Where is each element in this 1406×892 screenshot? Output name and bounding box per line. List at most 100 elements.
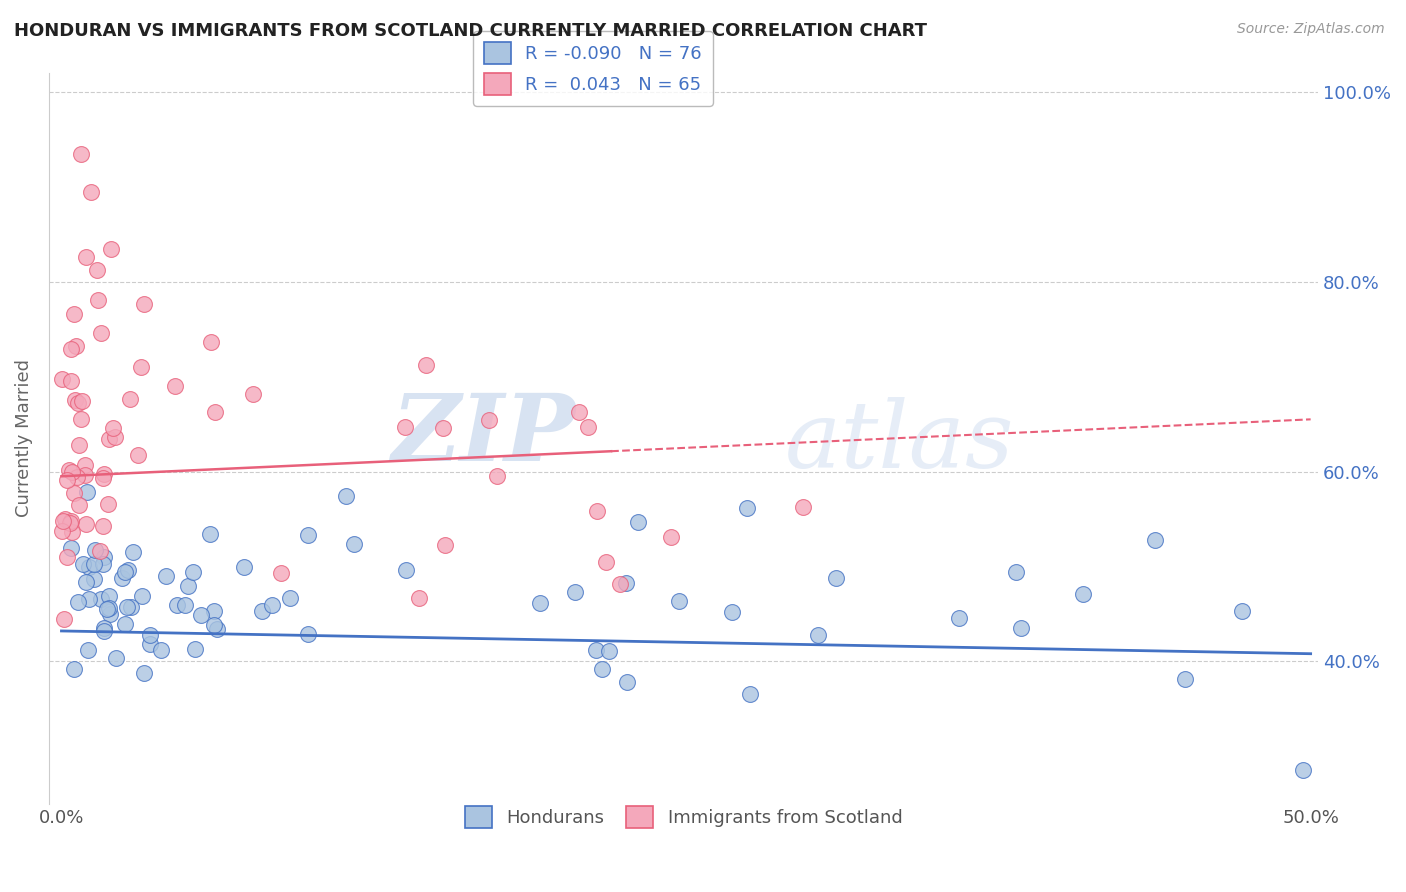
- Point: [661, 530, 683, 544]
- Point: [1174, 672, 1197, 686]
- Point: [90, 592, 112, 607]
- Point: [91, 471, 114, 485]
- Point: [609, 577, 631, 591]
- Legend: Hondurans, Immigrants from Scotland: Hondurans, Immigrants from Scotland: [457, 798, 910, 835]
- Text: Source: ZipAtlas.com: Source: ZipAtlas.com: [1237, 22, 1385, 37]
- Point: [591, 662, 613, 676]
- Point: [97, 601, 120, 615]
- Point: [627, 515, 650, 529]
- Point: [343, 537, 366, 551]
- Point: [139, 637, 162, 651]
- Point: [564, 585, 586, 599]
- Point: [568, 405, 591, 419]
- Y-axis label: Currently Married: Currently Married: [15, 359, 32, 517]
- Point: [149, 643, 172, 657]
- Point: [96, 602, 118, 616]
- Point: [1144, 533, 1167, 548]
- Point: [59, 342, 82, 356]
- Point: [59, 514, 82, 528]
- Point: [51, 524, 73, 538]
- Point: [132, 666, 155, 681]
- Point: [115, 599, 138, 614]
- Point: [66, 470, 89, 484]
- Point: [394, 419, 416, 434]
- Point: [65, 339, 87, 353]
- Point: [70, 393, 93, 408]
- Point: [59, 541, 82, 555]
- Point: [80, 185, 103, 199]
- Point: [122, 545, 145, 559]
- Point: [93, 624, 115, 638]
- Point: [198, 526, 221, 541]
- Point: [70, 146, 93, 161]
- Point: [67, 594, 90, 608]
- Point: [127, 448, 149, 462]
- Point: [1010, 621, 1032, 635]
- Point: [1230, 605, 1253, 619]
- Point: [67, 498, 90, 512]
- Point: [97, 432, 120, 446]
- Point: [415, 358, 437, 372]
- Point: [96, 497, 118, 511]
- Point: [129, 359, 152, 374]
- Point: [63, 307, 86, 321]
- Point: [270, 566, 292, 581]
- Point: [103, 430, 125, 444]
- Point: [56, 549, 79, 564]
- Point: [177, 579, 200, 593]
- Point: [205, 622, 228, 636]
- Point: [262, 599, 284, 613]
- Point: [485, 469, 508, 483]
- Point: [134, 297, 156, 311]
- Point: [578, 420, 600, 434]
- Point: [792, 500, 814, 514]
- Point: [91, 518, 114, 533]
- Point: [83, 557, 105, 571]
- Point: [75, 458, 97, 473]
- Point: [948, 611, 970, 625]
- Point: [616, 675, 638, 690]
- Point: [232, 560, 254, 574]
- Point: [598, 644, 620, 658]
- Point: [100, 242, 122, 256]
- Point: [668, 594, 690, 608]
- Point: [52, 514, 75, 528]
- Point: [595, 555, 617, 569]
- Point: [478, 413, 501, 427]
- Point: [190, 607, 212, 622]
- Point: [111, 570, 134, 584]
- Point: [58, 463, 80, 477]
- Point: [62, 485, 84, 500]
- Point: [585, 642, 607, 657]
- Point: [202, 618, 225, 632]
- Point: [740, 687, 762, 701]
- Point: [86, 293, 108, 307]
- Text: HONDURAN VS IMMIGRANTS FROM SCOTLAND CURRENTLY MARRIED CORRELATION CHART: HONDURAN VS IMMIGRANTS FROM SCOTLAND CUR…: [14, 22, 927, 40]
- Point: [250, 604, 273, 618]
- Point: [105, 651, 128, 665]
- Point: [83, 543, 105, 558]
- Point: [75, 250, 97, 264]
- Point: [131, 590, 153, 604]
- Point: [59, 374, 82, 388]
- Point: [75, 575, 97, 590]
- Point: [120, 600, 142, 615]
- Point: [139, 628, 162, 642]
- Point: [53, 512, 76, 526]
- Point: [101, 421, 124, 435]
- Point: [63, 662, 86, 676]
- Point: [408, 591, 430, 606]
- Point: [59, 516, 82, 530]
- Point: [395, 563, 418, 577]
- Point: [72, 557, 94, 571]
- Point: [1292, 764, 1315, 778]
- Point: [83, 572, 105, 586]
- Point: [204, 405, 226, 419]
- Point: [70, 412, 93, 426]
- Point: [67, 437, 90, 451]
- Point: [735, 501, 758, 516]
- Point: [75, 517, 97, 532]
- Point: [585, 504, 607, 518]
- Point: [73, 468, 96, 483]
- Point: [242, 387, 264, 401]
